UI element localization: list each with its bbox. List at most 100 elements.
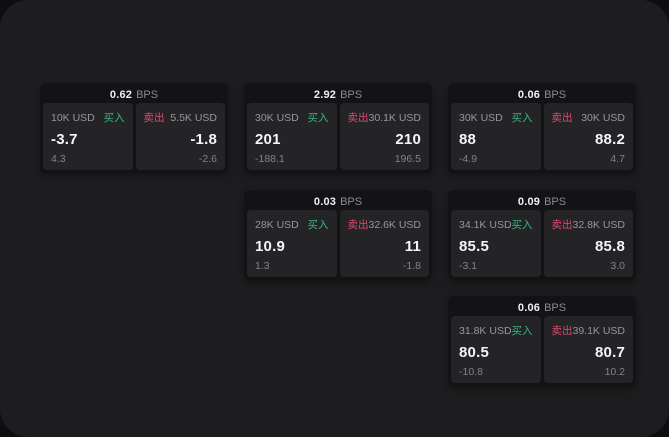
sell-size-label: 5.5K USD (170, 112, 217, 124)
sell-side-label: 卖出 (347, 112, 369, 124)
buy-sell-panels: 31.8K USD 买入 80.5 -10.8 卖出 39.1K USD 80.… (451, 316, 633, 383)
sell-side-label: 卖出 (551, 325, 573, 337)
buy-sub-value: -10.8 (459, 365, 483, 378)
sell-panel[interactable]: 卖出 5.5K USD -1.8 -2.6 (135, 103, 225, 170)
bps-unit-label: BPS (340, 88, 363, 101)
quote-card: 0.62 BPS 10K USD 买入 -3.7 4.3 卖出 5.5K USD… (40, 83, 228, 173)
card-header: 0.09 BPS (451, 193, 633, 210)
buy-panel-header: 28K USD 买入 (255, 217, 329, 232)
sell-sub-value: 196.5 (394, 152, 421, 165)
buy-panel[interactable]: 10K USD 买入 -3.7 4.3 (43, 103, 133, 170)
buy-side-label: 买入 (511, 325, 533, 337)
card-header: 0.62 BPS (43, 86, 225, 103)
sell-side-label: 卖出 (551, 112, 573, 124)
buy-sell-panels: 28K USD 买入 10.9 1.3 卖出 32.6K USD 11 -1.8 (247, 210, 429, 277)
buy-panel-header: 30K USD 买入 (459, 110, 533, 125)
bps-unit-label: BPS (136, 88, 159, 101)
sell-panel-header: 卖出 30.1K USD (348, 110, 422, 125)
sell-price: 88.2 (595, 130, 625, 148)
sell-sub-value: 4.7 (610, 152, 625, 165)
sell-price: 80.7 (595, 343, 625, 361)
sell-side-label: 卖出 (143, 112, 165, 124)
bps-unit-label: BPS (544, 195, 567, 208)
buy-side-label: 买入 (511, 112, 533, 124)
buy-panel[interactable]: 30K USD 买入 201 -188.1 (247, 103, 337, 170)
buy-price: 85.5 (459, 237, 489, 255)
buy-size-label: 30K USD (255, 112, 299, 124)
buy-sub-value: 4.3 (51, 152, 66, 165)
quote-card: 0.09 BPS 34.1K USD 买入 85.5 -3.1 卖出 32.8K… (448, 190, 636, 280)
buy-size-label: 28K USD (255, 219, 299, 231)
bps-unit-label: BPS (340, 195, 363, 208)
buy-price: 201 (255, 130, 281, 148)
bps-spread-value: 0.06 (517, 301, 541, 314)
sell-panel-header: 卖出 32.8K USD (552, 217, 626, 232)
quote-card: 0.06 BPS 31.8K USD 买入 80.5 -10.8 卖出 39.1… (448, 296, 636, 386)
sell-side-label: 卖出 (347, 219, 369, 231)
buy-panel-header: 34.1K USD 买入 (459, 217, 533, 232)
buy-price: 10.9 (255, 237, 285, 255)
buy-size-label: 30K USD (459, 112, 503, 124)
sell-price: 11 (404, 237, 421, 255)
sell-panel-header: 卖出 30K USD (552, 110, 626, 125)
sell-panel[interactable]: 卖出 39.1K USD 80.7 10.2 (543, 316, 633, 383)
sell-panel[interactable]: 卖出 30.1K USD 210 196.5 (339, 103, 429, 170)
buy-panel[interactable]: 31.8K USD 买入 80.5 -10.8 (451, 316, 541, 383)
buy-size-label: 10K USD (51, 112, 95, 124)
buy-panel-header: 31.8K USD 买入 (459, 323, 533, 338)
card-header: 0.06 BPS (451, 299, 633, 316)
card-header: 2.92 BPS (247, 86, 429, 103)
sell-sub-value: 10.2 (604, 365, 625, 378)
buy-side-label: 买入 (307, 219, 329, 231)
sell-size-label: 32.8K USD (572, 219, 626, 231)
quote-card: 0.03 BPS 28K USD 买入 10.9 1.3 卖出 32.6K US… (244, 190, 432, 280)
buy-sell-panels: 34.1K USD 买入 85.5 -3.1 卖出 32.8K USD 85.8… (451, 210, 633, 277)
sell-sub-value: -1.8 (402, 259, 421, 272)
buy-sell-panels: 30K USD 买入 201 -188.1 卖出 30.1K USD 210 1… (247, 103, 429, 170)
buy-sell-panels: 10K USD 买入 -3.7 4.3 卖出 5.5K USD -1.8 -2.… (43, 103, 225, 170)
card-header: 0.06 BPS (451, 86, 633, 103)
bps-spread-value: 0.03 (313, 195, 337, 208)
buy-panel-header: 10K USD 买入 (51, 110, 125, 125)
card-header: 0.03 BPS (247, 193, 429, 210)
sell-panel[interactable]: 卖出 32.6K USD 11 -1.8 (339, 210, 429, 277)
sell-size-label: 39.1K USD (572, 325, 626, 337)
sell-price: 210 (395, 130, 421, 148)
buy-panel[interactable]: 28K USD 买入 10.9 1.3 (247, 210, 337, 277)
sell-side-label: 卖出 (551, 219, 573, 231)
sell-panel-header: 卖出 5.5K USD (144, 110, 218, 125)
sell-price: -1.8 (190, 130, 217, 148)
sell-panel-header: 卖出 39.1K USD (552, 323, 626, 338)
sell-panel-header: 卖出 32.6K USD (348, 217, 422, 232)
bps-spread-value: 0.06 (517, 88, 541, 101)
buy-sub-value: -4.9 (459, 152, 478, 165)
sell-sub-value: 3.0 (610, 259, 625, 272)
sell-size-label: 30K USD (581, 112, 625, 124)
buy-sub-value: -188.1 (255, 152, 285, 165)
sell-size-label: 32.6K USD (368, 219, 422, 231)
bps-unit-label: BPS (544, 301, 567, 314)
buy-price: 80.5 (459, 343, 489, 361)
sell-size-label: 30.1K USD (368, 112, 422, 124)
sell-panel[interactable]: 卖出 32.8K USD 85.8 3.0 (543, 210, 633, 277)
buy-sub-value: 1.3 (255, 259, 270, 272)
sell-panel[interactable]: 卖出 30K USD 88.2 4.7 (543, 103, 633, 170)
buy-price: -3.7 (51, 130, 78, 148)
sell-price: 85.8 (595, 237, 625, 255)
buy-price: 88 (459, 130, 477, 148)
sell-sub-value: -2.6 (198, 152, 217, 165)
buy-panel[interactable]: 34.1K USD 买入 85.5 -3.1 (451, 210, 541, 277)
buy-panel-header: 30K USD 买入 (255, 110, 329, 125)
bps-unit-label: BPS (544, 88, 567, 101)
buy-panel[interactable]: 30K USD 买入 88 -4.9 (451, 103, 541, 170)
quote-card: 0.06 BPS 30K USD 买入 88 -4.9 卖出 30K USD 8… (448, 83, 636, 173)
bps-spread-value: 0.62 (109, 88, 133, 101)
buy-side-label: 买入 (307, 112, 329, 124)
bps-spread-value: 2.92 (313, 88, 337, 101)
bps-spread-value: 0.09 (517, 195, 541, 208)
buy-sub-value: -3.1 (459, 259, 478, 272)
buy-side-label: 买入 (103, 112, 125, 124)
buy-size-label: 34.1K USD (459, 219, 512, 231)
quote-card: 2.92 BPS 30K USD 买入 201 -188.1 卖出 30.1K … (244, 83, 432, 173)
